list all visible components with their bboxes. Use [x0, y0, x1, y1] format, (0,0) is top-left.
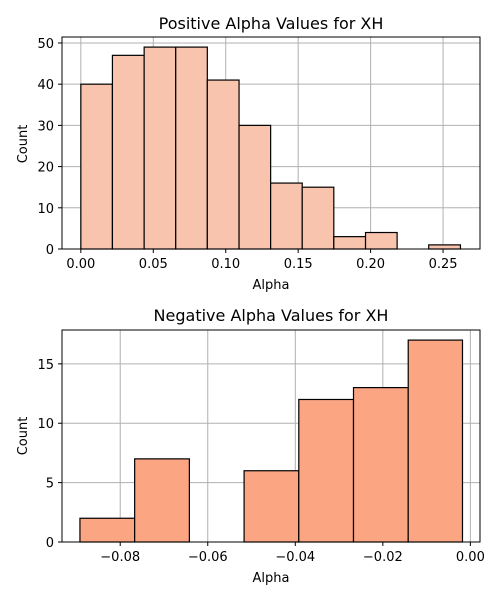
x-tick-label: 0.10 [211, 257, 240, 272]
y-tick-label: 5 [46, 477, 54, 492]
y-tick-label: 0 [46, 243, 54, 258]
histogram-bar [298, 398, 355, 543]
histogram-bar [143, 46, 177, 250]
x-axis-label: Alpha [253, 571, 290, 586]
x-axis-ticks: 0.00 0.05 0.10 0.15 0.20 0.25 [66, 249, 458, 272]
negative-alpha-histogram: Negative Alpha Values for XH Alpha Count… [16, 306, 485, 586]
x-tick-label: 0.00 [456, 550, 485, 565]
histogram-bar [134, 458, 190, 543]
histogram-bar [111, 54, 145, 250]
histogram-bar [243, 470, 300, 543]
x-tick-label: −0.04 [275, 550, 315, 565]
x-tick-label: −0.08 [100, 550, 140, 565]
histogram-bar [238, 124, 272, 250]
x-axis-ticks: −0.08 −0.06 −0.04 −0.02 0.00 [100, 542, 485, 565]
y-axis-label: Count [16, 125, 31, 164]
chart-title: Negative Alpha Values for XH [154, 306, 389, 325]
y-tick-label: 20 [37, 161, 54, 176]
y-axis-ticks: 0 5 10 15 [37, 358, 62, 551]
histogram-bar [364, 231, 398, 250]
plot-frame [61, 329, 481, 543]
histogram-bar [352, 387, 409, 543]
x-axis-label: Alpha [253, 278, 290, 293]
chart-title: Positive Alpha Values for XH [159, 14, 384, 33]
histogram-bar [301, 186, 335, 250]
histogram-bar [79, 517, 136, 543]
y-tick-label: 10 [37, 417, 54, 432]
x-tick-label: 0.20 [356, 257, 385, 272]
y-tick-label: 0 [46, 536, 54, 551]
x-tick-label: −0.02 [363, 550, 403, 565]
y-axis-label: Count [16, 417, 31, 456]
histogram-bar [206, 79, 240, 250]
bars [79, 339, 464, 543]
x-tick-label: −0.06 [188, 550, 228, 565]
histogram-bar [428, 244, 462, 250]
y-tick-label: 40 [37, 78, 54, 93]
positive-alpha-histogram: Positive Alpha Values for XH Alpha Count… [16, 14, 481, 293]
histogram-bar [333, 236, 367, 250]
y-tick-label: 50 [37, 37, 54, 52]
x-tick-label: 0.05 [139, 257, 168, 272]
plot-frame [61, 36, 481, 250]
y-tick-label: 30 [37, 119, 54, 134]
y-tick-label: 15 [37, 358, 54, 373]
y-axis-ticks: 0 10 20 30 40 50 [37, 37, 62, 258]
x-tick-label: 0.25 [429, 257, 458, 272]
bars [80, 46, 462, 250]
y-tick-label: 10 [37, 202, 54, 217]
x-tick-label: 0.00 [66, 257, 95, 272]
x-tick-label: 0.15 [284, 257, 313, 272]
histogram-bar [270, 182, 303, 250]
histogram-bar [407, 339, 464, 543]
histogram-bar [175, 46, 208, 250]
histogram-bar [80, 83, 114, 250]
